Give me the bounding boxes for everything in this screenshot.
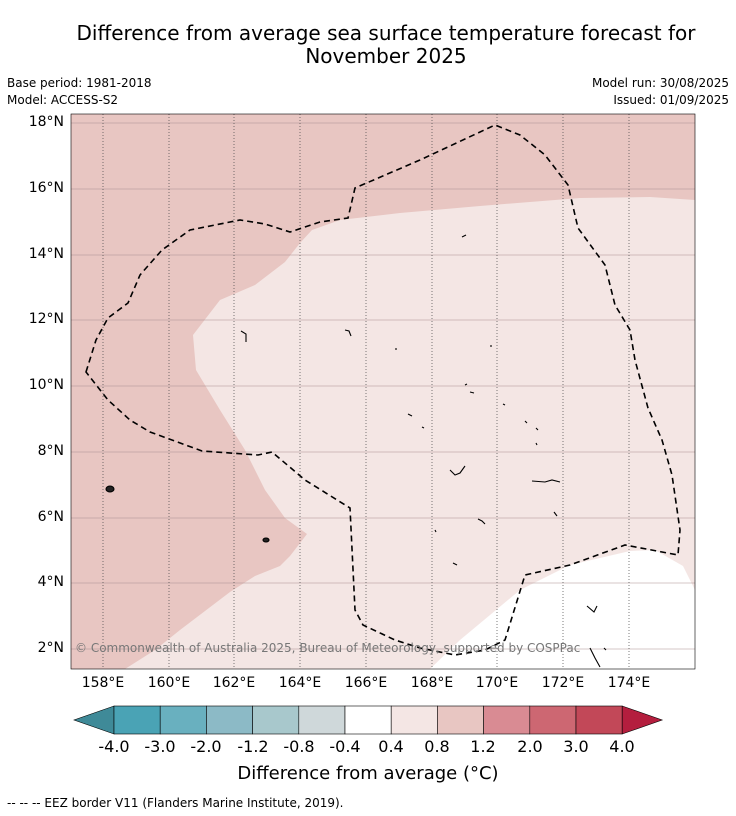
colorbar-bin: [529, 705, 577, 735]
map-zone-mid: [125, 197, 695, 669]
lon-label-174E: 174°E: [607, 675, 651, 691]
colorbar-tick: 2.0: [517, 737, 543, 756]
colorbar-tick: 0.4: [378, 737, 404, 756]
issued-text: Issued: 01/09/2025: [613, 93, 729, 107]
chart-title: Difference from average sea surface temp…: [40, 22, 732, 68]
lon-label-158E: 158°E: [81, 675, 125, 691]
colorbar-tick: -3.0: [144, 737, 176, 756]
colorbar-bin: [159, 705, 207, 735]
lat-label-10N: 10°N: [28, 377, 64, 393]
lat-label-6N: 6°N: [37, 509, 64, 525]
meta-right: Model run: 30/08/2025 Issued: 01/09/2025: [592, 75, 729, 109]
lon-label-170E: 170°E: [475, 675, 519, 691]
map-frame: [70, 113, 696, 670]
lon-gridlines: [102, 114, 630, 669]
meta-left: Base period: 1981-2018 Model: ACCESS-S2: [7, 75, 152, 109]
lon-label-168E: 168°E: [410, 675, 454, 691]
lat-label-8N: 8°N: [37, 443, 64, 459]
lon-label-164E: 164°E: [278, 675, 322, 691]
colorbar-bin: [252, 705, 300, 735]
colorbar-bin: [483, 705, 531, 735]
island-outlines: [105, 234, 607, 668]
colorbar-tick: -1.2: [237, 737, 269, 756]
colorbar-tick: 0.8: [424, 737, 450, 756]
eez-border: [85, 124, 681, 656]
colorbar: [73, 705, 664, 735]
model-text: Model: ACCESS-S2: [7, 93, 119, 107]
colorbar-bin: [390, 705, 438, 735]
colorbar-bin: [344, 705, 392, 735]
colorbar-tick: 1.2: [470, 737, 496, 756]
lat-label-16N: 16°N: [28, 180, 64, 196]
colorbar-bin: [206, 705, 253, 735]
colorbar-extend-low: [73, 705, 115, 735]
colorbar-bin: [113, 705, 161, 735]
lon-label-160E: 160°E: [147, 675, 191, 691]
lat-label-18N: 18°N: [28, 114, 64, 130]
colorbar-bin: [575, 705, 623, 735]
colorbar-tick: -0.8: [283, 737, 315, 756]
title-line-1: Difference from average sea surface temp…: [76, 21, 696, 45]
eez-legend-footer: -- -- -- EEZ border V11 (Flanders Marine…: [7, 796, 344, 810]
colorbar-tick: 4.0: [609, 737, 635, 756]
model-run-text: Model run: 30/08/2025: [591, 76, 729, 90]
colorbar-tick: -2.0: [190, 737, 222, 756]
base-period-text: Base period: 1981-2018: [7, 76, 152, 90]
copyright-text: © Commonwealth of Australia 2025, Bureau…: [75, 641, 581, 655]
lon-label-162E: 162°E: [212, 675, 256, 691]
colorbar-tick: -4.0: [98, 737, 130, 756]
colorbar-bin: [298, 705, 346, 735]
colorbar-tick: -0.4: [329, 737, 361, 756]
lon-label-172E: 172°E: [541, 675, 585, 691]
lat-label-14N: 14°N: [28, 246, 64, 262]
colorbar-extend-high: [621, 705, 664, 735]
lon-label-166E: 166°E: [344, 675, 388, 691]
colorbar-label: Difference from average (°C): [237, 763, 499, 784]
colorbar-bin: [437, 705, 484, 735]
lat-label-12N: 12°N: [28, 311, 64, 327]
lat-label-4N: 4°N: [37, 574, 64, 590]
lat-label-2N: 2°N: [37, 640, 64, 656]
colorbar-tick: 3.0: [563, 737, 589, 756]
title-line-2: November 2025: [305, 44, 467, 68]
